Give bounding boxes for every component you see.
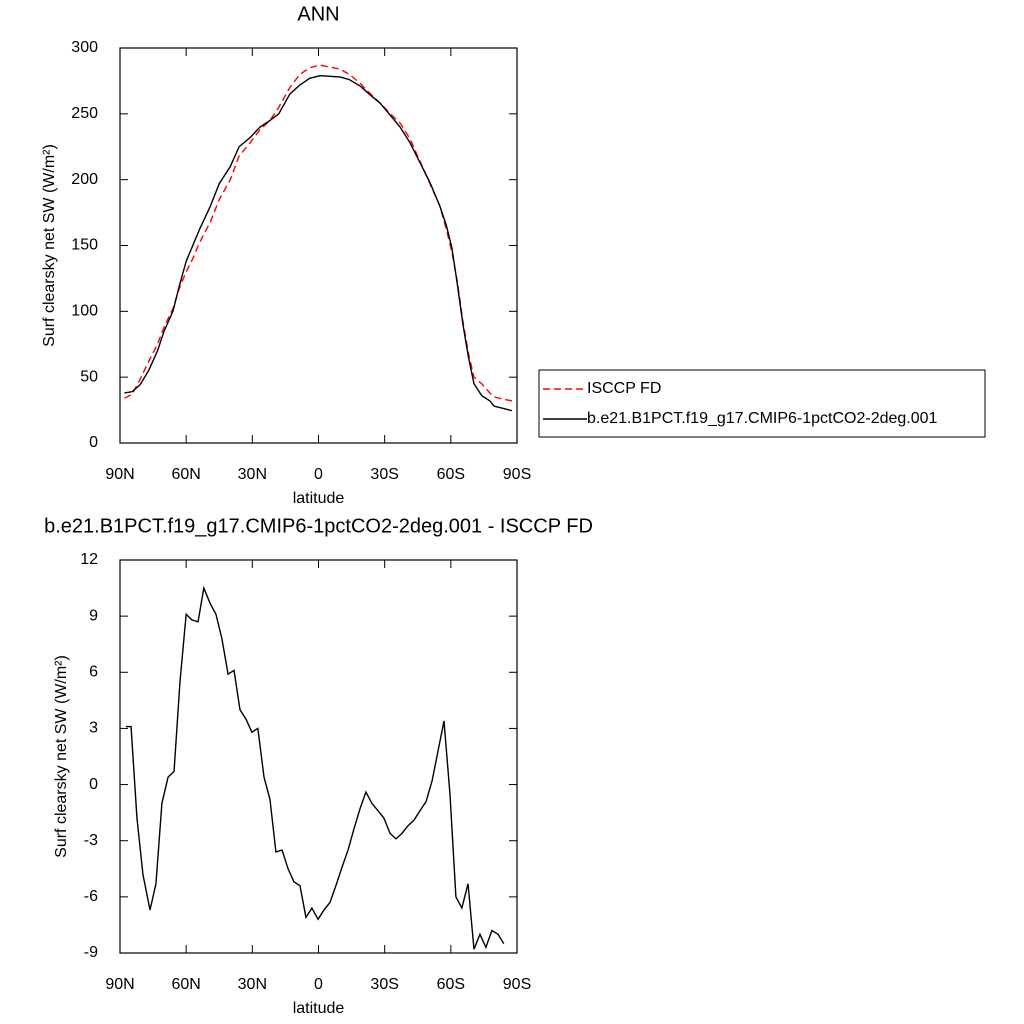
- x-tick-label: 60S: [437, 976, 465, 993]
- y-tick-label: 12: [80, 551, 98, 568]
- plot-frame: [119, 559, 518, 954]
- legend-frame: [538, 369, 986, 438]
- y-tick-label: 6: [89, 664, 98, 681]
- x-tick-label: 60S: [437, 466, 465, 483]
- x-tick-label: 0: [314, 466, 323, 483]
- x-tick-label: 90N: [105, 466, 134, 483]
- data-line: [125, 585, 505, 950]
- y-tick-label: 0: [89, 434, 98, 451]
- x-tick-label: 90S: [503, 466, 531, 483]
- chart-title: b.e21.B1PCT.f19_g17.CMIP6-1pctCO2-2deg.0…: [44, 515, 593, 537]
- x-tick-label: 60N: [171, 466, 200, 483]
- plot-frame: [119, 47, 518, 444]
- chart-title: ANN: [297, 3, 339, 25]
- y-tick-label: 250: [71, 105, 98, 122]
- y-axis-label: Surf clearsky net SW (W/m²): [53, 655, 70, 858]
- x-tick-label: 90N: [105, 976, 134, 993]
- x-tick-label: 30S: [370, 466, 398, 483]
- x-axis-label: latitude: [293, 1000, 345, 1017]
- x-tick-label: 30N: [238, 976, 267, 993]
- x-tick-label: 30S: [370, 976, 398, 993]
- y-tick-label: 50: [80, 368, 98, 385]
- y-tick-label: -6: [84, 888, 98, 905]
- legend-label: b.e21.B1PCT.f19_g17.CMIP6-1pctCO2-2deg.0…: [587, 410, 938, 427]
- y-tick-label: -9: [84, 944, 98, 961]
- legend-label: ISCCP FD: [587, 380, 661, 397]
- y-tick-label: 100: [71, 303, 98, 320]
- x-tick-label: 60N: [171, 976, 200, 993]
- y-tick-label: 200: [71, 171, 98, 188]
- y-axis-label: Surf clearsky net SW (W/m²): [41, 144, 58, 347]
- x-tick-label: 90S: [503, 976, 531, 993]
- x-tick-label: 0: [314, 976, 323, 993]
- y-tick-label: 150: [71, 237, 98, 254]
- data-line: [124, 64, 513, 402]
- x-tick-label: 30N: [238, 466, 267, 483]
- y-tick-label: 3: [89, 720, 98, 737]
- x-axis-label: latitude: [293, 490, 345, 507]
- y-tick-label: 300: [71, 39, 98, 56]
- data-line: [124, 74, 513, 412]
- y-tick-label: -3: [84, 832, 98, 849]
- y-tick-label: 9: [89, 607, 98, 624]
- y-tick-label: 0: [89, 776, 98, 793]
